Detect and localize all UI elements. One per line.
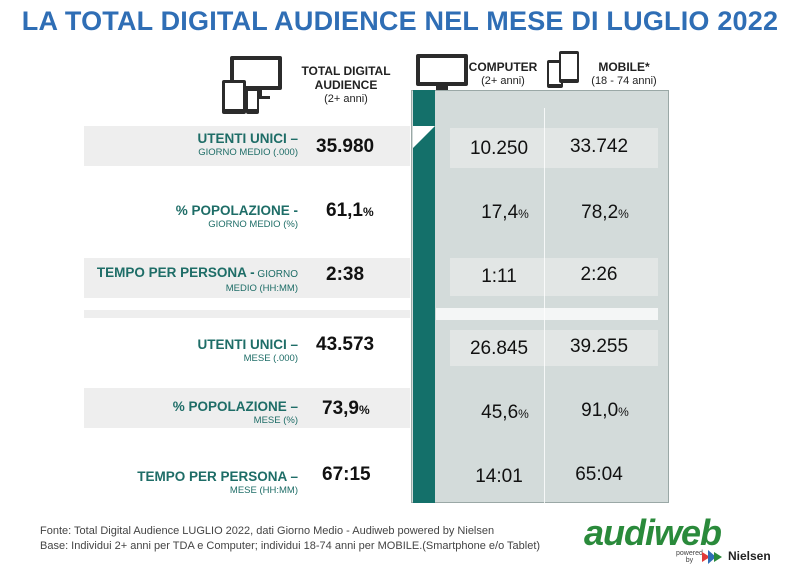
panel-accent-bar — [413, 90, 435, 503]
logo-powered-text: powered — [676, 550, 703, 557]
computer-value: 10.250 — [469, 138, 529, 159]
audiweb-logo: audiweb powered by Nielsen — [584, 512, 784, 568]
percent-sign: % — [362, 205, 374, 219]
percent-sign: % — [518, 407, 529, 421]
row-label-main: % POPOLAZIONE - — [175, 203, 298, 218]
computer-value: 45,6 — [481, 402, 519, 423]
row-label-tempo-mese: TEMPO PER PERSONA – MESE (HH:MM) — [84, 468, 298, 497]
computer-value: 14:01 — [475, 466, 523, 487]
row-label-sub: GIORNO MEDIO (.000) — [198, 147, 298, 158]
total-column-header: TOTAL DIGITAL AUDIENCE (2+ anni) — [296, 64, 396, 106]
row-label-sub: GIORNO MEDIO (%) — [208, 219, 298, 230]
row-label-sub: MESE (%) — [253, 415, 298, 426]
computer-value-row-6: 14:01 — [454, 466, 544, 488]
panel-row-4 — [450, 330, 658, 366]
mobile-value-row-2: 78,2% — [560, 202, 650, 224]
logo-powered: powered by — [676, 550, 703, 564]
total-value-row-6: 67:15 — [322, 464, 422, 486]
total-value: 67:15 — [322, 464, 371, 485]
mobile-value: 33.742 — [569, 136, 629, 157]
mobile-value: 78,2 — [581, 202, 619, 223]
panel-row-3 — [450, 258, 658, 296]
total-column-subtitle: (2+ anni) — [324, 93, 368, 105]
computer-column-title: COMPUTER — [468, 60, 538, 74]
nielsen-mark-icon — [702, 550, 722, 564]
computer-value-row-4: 26.845 — [454, 338, 544, 360]
row-label-sub: MESE (.000) — [243, 353, 298, 364]
percent-sign: % — [358, 403, 370, 417]
row-label-sub: MEDIO (HH:MM) — [225, 283, 298, 294]
mobile-value-row-4: 39.255 — [554, 336, 644, 358]
computer-value: 1:11 — [481, 266, 517, 287]
mobile-column-title: MOBILE* — [598, 60, 650, 74]
panel-notch — [413, 126, 435, 148]
row-label-utenti-mese: UTENTI UNICI – MESE (.000) — [84, 336, 298, 365]
panel-separator — [436, 308, 658, 320]
mobile-value-row-3: 2:26 — [554, 264, 644, 286]
mobile-value: 39.255 — [569, 336, 629, 357]
percent-sign: % — [518, 207, 529, 221]
row-band-5 — [84, 388, 410, 428]
mobile-value-row-5: 91,0% — [560, 400, 650, 422]
mobile-value: 65:04 — [575, 464, 623, 485]
computer-column-header: COMPUTER (2+ anni) — [468, 60, 538, 88]
computer-value-row-1: 10.250 — [454, 138, 544, 160]
row-label-popolazione-giorno: % POPOLAZIONE - GIORNO MEDIO (%) — [84, 202, 298, 231]
logo-partner: Nielsen — [728, 549, 771, 563]
total-value-row-3: 2:38 — [326, 264, 426, 286]
logo-by-text: by — [685, 557, 694, 564]
percent-sign: % — [618, 405, 629, 419]
total-value: 43.573 — [316, 334, 375, 355]
computer-column-subtitle: (2+ anni) — [481, 75, 525, 87]
percent-sign: % — [618, 207, 629, 221]
panel-column-divider — [544, 108, 545, 503]
total-value-row-2: 61,1% — [326, 200, 426, 222]
mobile-value-row-1: 33.742 — [554, 136, 644, 158]
row-label-main: TEMPO PER PERSONA - — [96, 265, 255, 280]
total-value: 35.980 — [316, 136, 375, 157]
total-column-title: TOTAL DIGITAL AUDIENCE — [301, 64, 391, 92]
row-label-main: UTENTI UNICI – — [197, 337, 298, 352]
row-label-inline: GIORNO — [254, 269, 298, 280]
mobile-value: 91,0 — [581, 400, 619, 421]
row-label-sub: MESE (HH:MM) — [229, 485, 298, 496]
computer-value-row-2: 17,4% — [460, 202, 550, 224]
row-band-3 — [84, 258, 410, 298]
multi-device-icon — [222, 56, 282, 114]
mobile-column-header: MOBILE* (18 - 74 anni) — [584, 60, 664, 88]
computer-value-row-3: 1:11 — [454, 266, 544, 288]
mobile-value-row-6: 65:04 — [554, 464, 644, 486]
mobile-value: 2:26 — [580, 264, 618, 285]
row-label-main: UTENTI UNICI – — [197, 131, 298, 146]
row-band-1 — [84, 126, 410, 166]
panel-row-1 — [450, 128, 658, 168]
total-value: 73,9 — [322, 398, 359, 419]
page-title: LA TOTAL DIGITAL AUDIENCE NEL MESE DI LU… — [21, 6, 779, 36]
row-label-main: % POPOLAZIONE – — [172, 399, 298, 414]
computer-value: 17,4 — [481, 202, 519, 223]
footer-base: Base: Individui 2+ anni per TDA e Comput… — [40, 540, 541, 552]
total-value: 61,1 — [326, 200, 363, 221]
total-value-row-4: 43.573 — [316, 334, 416, 356]
total-value: 2:38 — [326, 264, 365, 285]
footer-source: Fonte: Total Digital Audience LUGLIO 202… — [40, 525, 495, 537]
computer-value: 26.845 — [469, 338, 529, 359]
logo-brand: audiweb — [584, 512, 722, 553]
total-value-row-1: 35.980 — [316, 136, 416, 158]
row-label-popolazione-mese: % POPOLAZIONE – MESE (%) — [84, 398, 298, 427]
row-label-utenti-giorno: UTENTI UNICI – GIORNO MEDIO (.000) — [84, 130, 298, 159]
row-label-main: TEMPO PER PERSONA – — [137, 469, 298, 484]
total-value-row-5: 73,9% — [322, 398, 422, 420]
row-band-separator — [84, 310, 410, 318]
smartphone-tablet-icon — [547, 51, 579, 88]
row-label-tempo-giorno: TEMPO PER PERSONA - GIORNO MEDIO (HH:MM) — [84, 264, 298, 295]
mobile-column-subtitle: (18 - 74 anni) — [591, 75, 657, 87]
computer-value-row-5: 45,6% — [460, 402, 550, 424]
